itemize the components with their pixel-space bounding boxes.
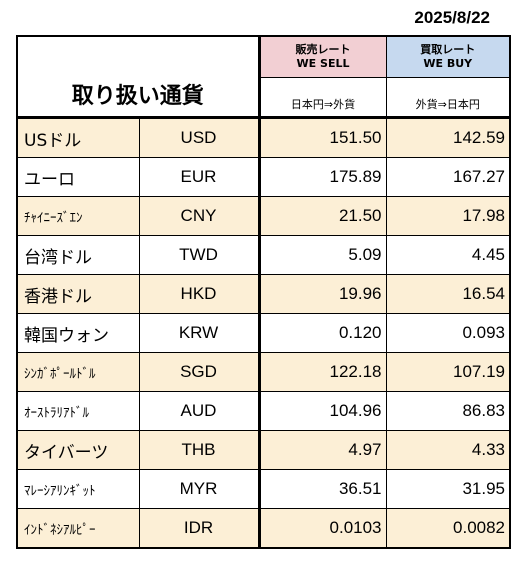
buy-rate: 31.95 — [385, 469, 512, 509]
currency-code: TWD — [138, 235, 260, 275]
sell-rate: 175.89 — [257, 157, 387, 197]
buy-rate-header: 買取レート WE BUY — [385, 35, 512, 78]
currency-code: THB — [138, 430, 260, 470]
buy-label-en: WE BUY — [423, 57, 473, 70]
currency-name: 台湾ドル — [16, 235, 140, 275]
currency-row-sgd: ｼﾝｶﾞﾎﾟｰﾙﾄﾞﾙ SGD 122.18 107.19 — [16, 352, 512, 392]
buy-rate: 16.54 — [385, 274, 512, 314]
buy-rate: 86.83 — [385, 391, 512, 431]
currency-row-idr: ｲﾝﾄﾞﾈｼｱﾙﾋﾟｰ IDR 0.0103 0.0082 — [16, 508, 512, 549]
currency-row-aud: ｵｰｽﾄﾗﾘｱﾄﾞﾙ AUD 104.96 86.83 — [16, 391, 512, 431]
currency-code: SGD — [138, 352, 260, 392]
currency-row-cny: ﾁｬｲﾆｰｽﾞｴﾝ CNY 21.50 17.98 — [16, 196, 512, 236]
sell-label-jp: 販売レート — [295, 43, 351, 56]
currency-name: 香港ドル — [16, 274, 140, 314]
sell-rate: 21.50 — [257, 196, 387, 236]
sell-rate: 151.50 — [257, 117, 387, 158]
currency-name: ｵｰｽﾄﾗﾘｱﾄﾞﾙ — [16, 391, 140, 431]
table-title: 取り扱い通貨 — [15, 35, 260, 119]
exchange-rate-table: 取り扱い通貨 販売レート WE SELL 買取レート WE BUY 日本円⇒外貨… — [15, 35, 512, 549]
sell-rate: 4.97 — [257, 430, 387, 470]
rate-date: 2025/8/22 — [414, 8, 490, 27]
currency-name: ユーロ — [16, 157, 140, 197]
sell-direction: 日本円⇒外貨 — [257, 77, 387, 119]
currency-row-myr: ﾏﾚｰｼｱﾘﾝｷﾞｯﾄ MYR 36.51 31.95 — [16, 469, 512, 509]
buy-rate: 17.98 — [385, 196, 512, 236]
buy-rate: 142.59 — [385, 117, 512, 158]
sell-rate: 0.120 — [257, 313, 387, 353]
currency-code: IDR — [138, 508, 260, 549]
sell-rate: 0.0103 — [257, 508, 387, 549]
currency-row-hkd: 香港ドル HKD 19.96 16.54 — [16, 274, 512, 314]
currency-code: AUD — [138, 391, 260, 431]
currency-row-twd: 台湾ドル TWD 5.09 4.45 — [16, 235, 512, 275]
currency-code: CNY — [138, 196, 260, 236]
currency-code: KRW — [138, 313, 260, 353]
buy-rate: 0.0082 — [385, 508, 512, 549]
buy-rate: 167.27 — [385, 157, 512, 197]
buy-rate: 4.45 — [385, 235, 512, 275]
currency-code: HKD — [138, 274, 260, 314]
currency-name: USドル — [16, 117, 140, 158]
currency-row-thb: タイバーツ THB 4.97 4.33 — [16, 430, 512, 470]
currency-code: EUR — [138, 157, 260, 197]
currency-row-eur: ユーロ EUR 175.89 167.27 — [16, 157, 512, 197]
currency-row-krw: 韓国ウォン KRW 0.120 0.093 — [16, 313, 512, 353]
sell-label-en: WE SELL — [296, 57, 350, 70]
currency-name: ｼﾝｶﾞﾎﾟｰﾙﾄﾞﾙ — [16, 352, 140, 392]
sell-rate: 5.09 — [257, 235, 387, 275]
currency-code: MYR — [138, 469, 260, 509]
currency-row-usd: USドル USD 151.50 142.59 — [16, 117, 512, 158]
buy-label-jp: 買取レート — [420, 43, 476, 56]
buy-rate: 107.19 — [385, 352, 512, 392]
currency-code: USD — [138, 117, 260, 158]
sell-rate: 36.51 — [257, 469, 387, 509]
sell-rate-header: 販売レート WE SELL — [257, 35, 387, 78]
currency-name: ﾁｬｲﾆｰｽﾞｴﾝ — [16, 196, 140, 236]
buy-rate: 4.33 — [385, 430, 512, 470]
sell-rate: 19.96 — [257, 274, 387, 314]
buy-rate: 0.093 — [385, 313, 512, 353]
currency-name: ﾏﾚｰｼｱﾘﾝｷﾞｯﾄ — [16, 469, 140, 509]
buy-direction: 外貨⇒日本円 — [385, 77, 512, 119]
sell-rate: 122.18 — [257, 352, 387, 392]
sell-rate: 104.96 — [257, 391, 387, 431]
currency-name: タイバーツ — [16, 430, 140, 470]
currency-name: ｲﾝﾄﾞﾈｼｱﾙﾋﾟｰ — [16, 508, 140, 549]
currency-name: 韓国ウォン — [16, 313, 140, 353]
